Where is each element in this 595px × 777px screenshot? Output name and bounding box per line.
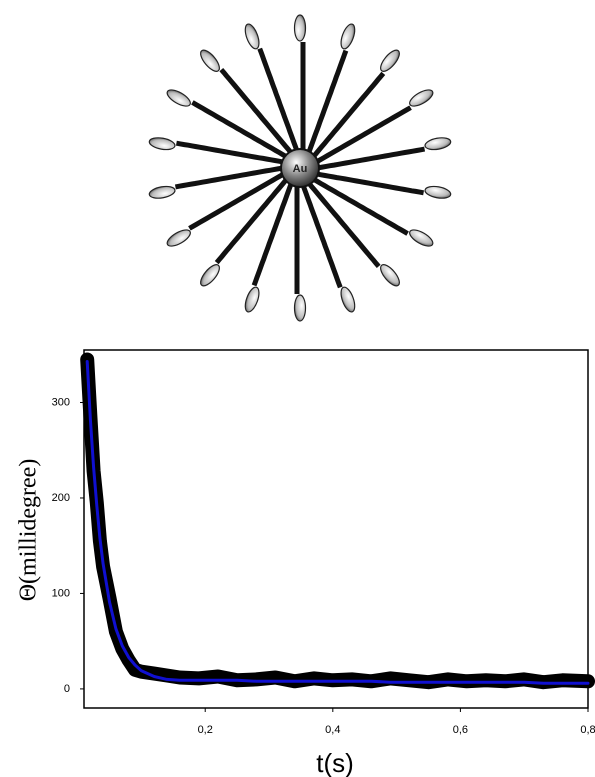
ligand-chain [317,146,426,171]
ligand-chain [315,105,412,164]
ligand-chain [316,171,425,196]
data-trace [80,352,595,690]
ligand-chain [251,183,294,287]
ligand-chain [306,49,349,153]
ligand-chain [191,100,288,159]
ligand-chain [188,172,285,231]
core-label: Au [293,163,308,175]
y-axis-title: Θ(millidegree) [16,459,42,602]
ligand-chain [312,177,409,236]
ligand-head [424,137,452,151]
y-tick-label: 300 [52,396,70,408]
ligand-head [244,23,260,50]
ligand-head [148,185,176,199]
ligand-chain [311,71,386,158]
y-tick-label: 0 [64,683,70,695]
y-tick-label: 100 [52,587,70,599]
ligand-head [340,286,356,313]
ligand-head [200,49,220,72]
plot-frame [83,349,589,709]
ligand-head [340,23,356,50]
ligand-head [244,286,260,313]
y-tick-label: 200 [52,492,70,504]
ligand-head [166,89,191,107]
ligand-chain [219,67,293,154]
ligand-head [380,264,400,287]
ligand-head [409,89,434,107]
ligand-head [409,229,434,247]
x-tick-label: 0,2 [198,724,213,736]
x-tick-label: 0,8 [580,724,595,736]
ligand-head [166,229,191,247]
ligand-chain [174,165,283,190]
ligand-chain [175,140,284,165]
ligand-chain [257,47,300,151]
fit-line [85,360,590,685]
ligand-chain [214,178,289,265]
ligand-head [424,185,452,199]
x-tick-label: 0,4 [325,724,340,736]
ligand-chain [307,182,381,269]
ligand-head [200,264,220,287]
ligand-head [380,49,400,72]
nanoparticle-illustration [148,14,452,322]
ligand-head [148,137,176,151]
ligand-head [293,14,307,42]
ligand-chain [300,185,343,289]
x-axis-title: t(s) [316,748,354,777]
gold-core [280,148,320,188]
x-tick-label: 0,6 [453,724,468,736]
ligand-head [293,294,307,322]
